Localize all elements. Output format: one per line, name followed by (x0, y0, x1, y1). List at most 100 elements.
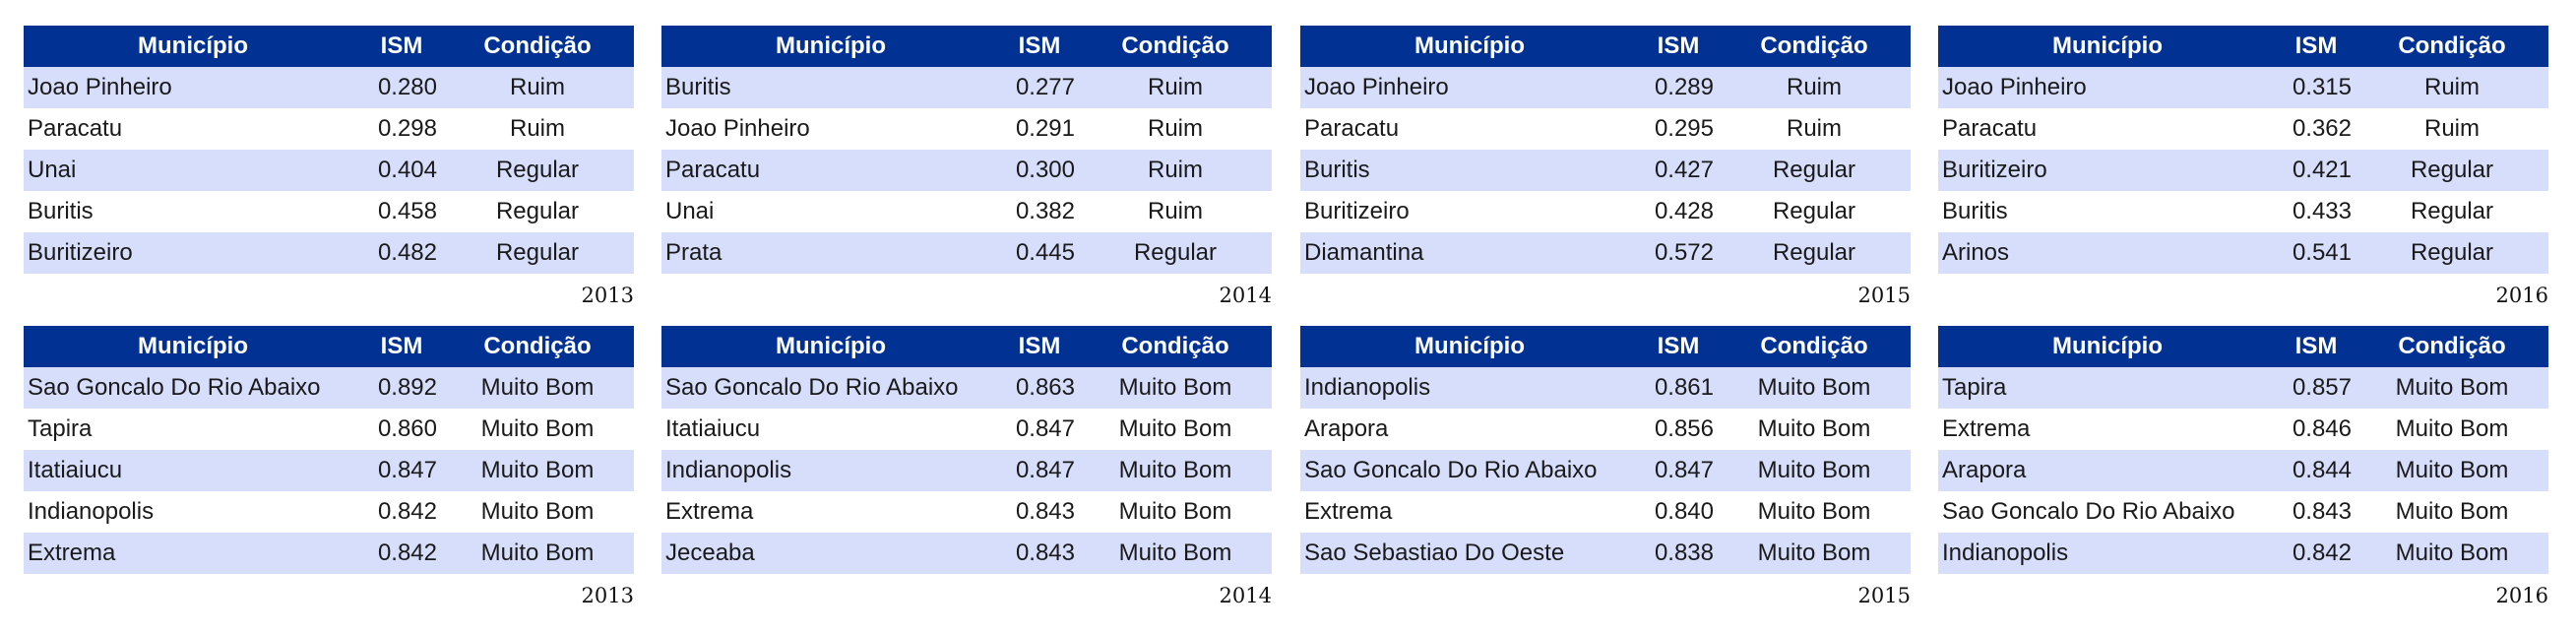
cell-ism: 0.847 (1000, 450, 1079, 491)
cell-condicao: Regular (2356, 232, 2548, 274)
cell-ism: 0.433 (2277, 191, 2356, 232)
cell-condicao: Regular (441, 150, 634, 191)
header-ism: ISM (1000, 326, 1079, 367)
header-condicao: Condição (2356, 326, 2548, 367)
cell-ism: 0.847 (1000, 409, 1079, 450)
cell-ism: 0.860 (362, 409, 441, 450)
header-municipio: Município (1938, 26, 2277, 67)
cell-ism: 0.857 (2277, 367, 2356, 409)
cell-condicao: Muito Bom (441, 491, 634, 533)
table-row: Buritizeiro 0.428 Regular (1300, 191, 1911, 232)
table-row: Paracatu 0.295 Ruim (1300, 108, 1911, 150)
cell-ism: 0.298 (362, 108, 441, 150)
cell-municipio: Arinos (1938, 232, 2277, 274)
cell-condicao: Ruim (2356, 108, 2548, 150)
cell-condicao: Muito Bom (1718, 491, 1911, 533)
cell-ism: 0.541 (2277, 232, 2356, 274)
table-panel-2: Município ISM Condição Buritis 0.277 Ruim Joao… (661, 26, 1272, 307)
cell-ism: 0.291 (1000, 108, 1079, 150)
cell-municipio: Extrema (1300, 491, 1639, 533)
table-panel-5: Município ISM Condição Sao Goncalo Do Rio A… (24, 326, 634, 607)
table-row: Joao Pinheiro 0.280 Ruim (24, 67, 634, 108)
table-row: Paracatu 0.300 Ruim (661, 150, 1272, 191)
header-ism: ISM (1000, 26, 1079, 67)
cell-condicao: Muito Bom (441, 533, 634, 574)
header-condicao: Condição (1079, 326, 1272, 367)
table-row: Indianopolis 0.847 Muito Bom (661, 450, 1272, 491)
cell-ism: 0.856 (1639, 409, 1718, 450)
cell-ism: 0.840 (1639, 491, 1718, 533)
table-row: Tapira 0.857 Muito Bom (1938, 367, 2548, 409)
cell-municipio: Sao Sebastiao Do Oeste (1300, 533, 1639, 574)
year-caption: 2013 (581, 584, 634, 607)
cell-municipio: Buritizeiro (24, 232, 362, 274)
cell-condicao: Muito Bom (1079, 409, 1272, 450)
header-ism: ISM (2277, 326, 2356, 367)
table-row: Sao Goncalo Do Rio Abaixo 0.843 Muito Bom (1938, 491, 2548, 533)
table-row: Arinos 0.541 Regular (1938, 232, 2548, 274)
cell-ism: 0.846 (2277, 409, 2356, 450)
cell-condicao: Regular (1718, 232, 1911, 274)
cell-municipio: Buritis (1938, 191, 2277, 232)
cell-condicao: Regular (441, 232, 634, 274)
cell-condicao: Ruim (1718, 108, 1911, 150)
cell-ism: 0.421 (2277, 150, 2356, 191)
cell-municipio: Paracatu (661, 150, 1000, 191)
table-row: Tapira 0.860 Muito Bom (24, 409, 634, 450)
cell-condicao: Regular (2356, 150, 2548, 191)
header-municipio: Município (661, 326, 1000, 367)
table-row: Indianopolis 0.842 Muito Bom (24, 491, 634, 533)
table-row: Itatiaiucu 0.847 Muito Bom (661, 409, 1272, 450)
cell-ism: 0.842 (362, 491, 441, 533)
table-panel-7: Município ISM Condição Indianopolis 0.861 Mui… (1300, 326, 1911, 607)
table-row: Arapora 0.844 Muito Bom (1938, 450, 2548, 491)
header-row: Município ISM Condição (661, 326, 1272, 367)
header-municipio: Município (1300, 326, 1639, 367)
cell-municipio: Sao Goncalo Do Rio Abaixo (661, 367, 1000, 409)
cell-municipio: Joao Pinheiro (1938, 67, 2277, 108)
header-ism: ISM (362, 326, 441, 367)
table-row: Extrema 0.843 Muito Bom (661, 491, 1272, 533)
table-row: Extrema 0.842 Muito Bom (24, 533, 634, 574)
cell-municipio: Jeceaba (661, 533, 1000, 574)
table-row: Unai 0.404 Regular (24, 150, 634, 191)
cell-municipio: Indianopolis (1300, 367, 1639, 409)
table-row: Itatiaiucu 0.847 Muito Bom (24, 450, 634, 491)
cell-condicao: Muito Bom (1718, 409, 1911, 450)
cell-municipio: Arapora (1938, 450, 2277, 491)
table-row: Sao Sebastiao Do Oeste 0.838 Muito Bom (1300, 533, 1911, 574)
cell-ism: 0.843 (2277, 491, 2356, 533)
ranking-table: Município ISM Condição Joao Pinheiro 0.315 Ru… (1938, 26, 2548, 274)
table-row: Joao Pinheiro 0.291 Ruim (661, 108, 1272, 150)
cell-municipio: Indianopolis (1938, 533, 2277, 574)
header-municipio: Município (1300, 26, 1639, 67)
ranking-table: Município ISM Condição Joao Pinheiro 0.289 Ru… (1300, 26, 1911, 274)
table-row: Prata 0.445 Regular (661, 232, 1272, 274)
table-row: Buritis 0.458 Regular (24, 191, 634, 232)
cell-condicao: Ruim (1079, 67, 1272, 108)
cell-municipio: Joao Pinheiro (24, 67, 362, 108)
cell-condicao: Muito Bom (1718, 533, 1911, 574)
header-ism: ISM (1639, 326, 1718, 367)
header-row: Município ISM Condição (24, 326, 634, 367)
cell-municipio: Sao Goncalo Do Rio Abaixo (24, 367, 362, 409)
cell-ism: 0.843 (1000, 533, 1079, 574)
header-ism: ISM (1639, 26, 1718, 67)
cell-condicao: Regular (1079, 232, 1272, 274)
cell-municipio: Paracatu (24, 108, 362, 150)
table-row: Indianopolis 0.861 Muito Bom (1300, 367, 1911, 409)
cell-municipio: Buritis (24, 191, 362, 232)
cell-ism: 0.404 (362, 150, 441, 191)
cell-condicao: Regular (1718, 150, 1911, 191)
cell-municipio: Prata (661, 232, 1000, 274)
cell-condicao: Ruim (1079, 191, 1272, 232)
header-condicao: Condição (441, 326, 634, 367)
cell-municipio: Joao Pinheiro (661, 108, 1000, 150)
table-row: Buritizeiro 0.482 Regular (24, 232, 634, 274)
cell-ism: 0.842 (362, 533, 441, 574)
cell-condicao: Muito Bom (2356, 367, 2548, 409)
cell-ism: 0.847 (362, 450, 441, 491)
cell-municipio: Tapira (24, 409, 362, 450)
cell-condicao: Muito Bom (1718, 367, 1911, 409)
cell-condicao: Muito Bom (1079, 491, 1272, 533)
